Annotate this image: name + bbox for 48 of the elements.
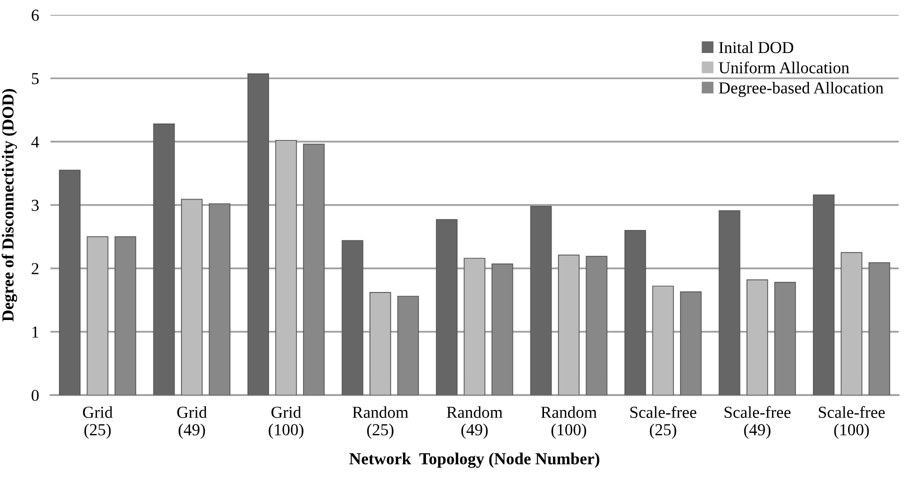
y-tick-label: 0 [32,390,39,402]
y-tick-label: 2 [32,263,38,274]
bar [558,254,580,396]
bar [492,264,514,396]
bar [153,123,175,396]
bar [774,282,796,396]
bar [652,286,674,396]
bar [624,230,646,396]
x-tick-label: Random (100) [541,406,597,439]
y-axis-title: Degree of Disconnectivity (DOD) [2,89,18,322]
x-tick-label: Grid (49) [177,406,207,439]
x-tick-label: Grid (100) [268,406,304,439]
bar [436,219,458,396]
bar [58,170,81,396]
bar [247,73,270,396]
bar [718,210,740,396]
x-axis-title: Network Topology (Node Number) [349,452,600,468]
legend-label: Inital DOD [719,41,794,54]
bar [208,203,230,396]
x-tick-label: Scale-free (49) [724,406,790,439]
legend-label: Degree-based Allocation [718,82,884,98]
bar [181,198,203,396]
x-tick-label: Grid (25) [82,406,113,439]
y-tick-label: 1 [32,326,38,338]
bar [303,144,325,396]
bar [840,252,862,396]
y-tick-label: 3 [32,200,39,211]
bar [275,140,297,396]
bar [812,194,835,396]
x-tick-label: Scale-free (25) [630,406,696,439]
bar [114,236,136,396]
bar [464,258,486,396]
y-tick-label: 5 [32,73,39,84]
bar [868,262,890,396]
legend-label: Uniform Allocation [718,61,850,74]
x-tick-label: Random (25) [352,406,408,439]
bar [342,240,364,396]
x-tick-label: Scale-free (100) [818,406,885,439]
bar [586,256,608,396]
bar [397,296,419,396]
x-tick-label: Random (49) [446,406,503,439]
bar [530,206,552,396]
bar [680,291,702,396]
bar [746,279,768,396]
bar [370,292,392,396]
y-tick-label: 6 [32,10,39,21]
y-tick-label: 4 [31,136,40,148]
bar [86,236,108,396]
